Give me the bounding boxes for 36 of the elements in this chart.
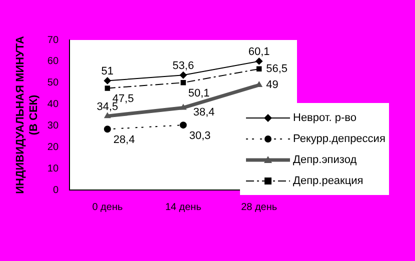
data-label: 56,5 — [266, 62, 288, 75]
y-tick-label: 40 — [47, 99, 59, 110]
data-label: 38,4 — [193, 106, 215, 119]
x-tick-label: 0 день — [92, 202, 123, 213]
y-tick-label: 10 — [47, 163, 59, 174]
legend-label: Рекурр.депрессия — [293, 132, 386, 144]
y-tick-label: 0 — [52, 184, 59, 196]
point — [180, 80, 186, 86]
data-label: 34,5 — [96, 101, 118, 114]
point — [180, 104, 186, 110]
point — [180, 122, 187, 129]
point — [104, 77, 111, 84]
legend-label: Неврот. р-во — [293, 112, 356, 124]
x-tick-label: 28 день — [241, 202, 278, 213]
data-label: 51 — [101, 66, 114, 78]
y-tick-label: 20 — [47, 142, 59, 153]
point — [104, 112, 111, 118]
x-tick-label: 14 день — [165, 202, 202, 213]
point — [256, 66, 262, 72]
data-label: 53,6 — [172, 60, 194, 72]
point — [104, 126, 111, 133]
data-label: 28,4 — [113, 134, 135, 146]
point — [180, 72, 187, 79]
y-axis-title: ИНДИВИДУАЛЬНАЯ МИНУТА (В СЕК) — [14, 36, 40, 194]
point — [104, 86, 110, 91]
y-tick-label: 70 — [47, 34, 59, 46]
data-label: 60,1 — [248, 46, 270, 58]
y-tick-label: 50 — [47, 78, 59, 89]
point — [256, 58, 263, 65]
y-tick-label: 30 — [47, 120, 59, 132]
data-label: 30,3 — [189, 130, 211, 142]
y-tick-label: 60 — [47, 56, 59, 68]
data-label: 50,1 — [188, 88, 210, 100]
legend-label: Депр.эпизод — [293, 154, 357, 166]
legend-label: Депр.реакция — [293, 174, 364, 186]
data-label: 49 — [266, 79, 278, 92]
